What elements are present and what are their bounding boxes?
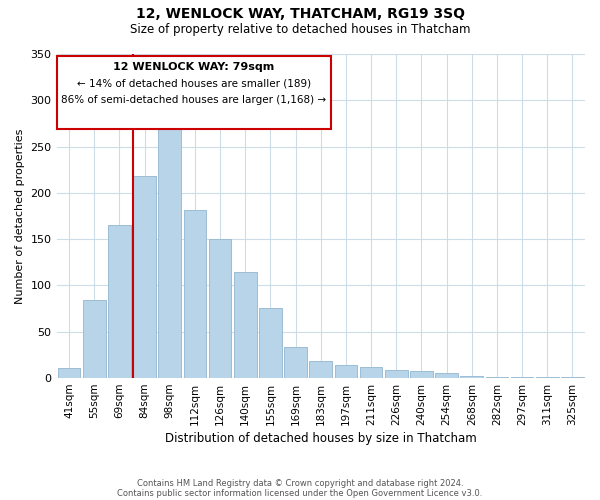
Bar [460,376,483,378]
FancyBboxPatch shape [56,56,331,128]
Text: Contains public sector information licensed under the Open Government Licence v3: Contains public sector information licen… [118,488,482,498]
Bar [83,300,106,378]
Bar [259,308,282,378]
Bar [184,210,206,378]
Text: Contains HM Land Registry data © Crown copyright and database right 2024.: Contains HM Land Registry data © Crown c… [137,478,463,488]
Bar [335,365,357,378]
Bar [410,370,433,378]
Bar [108,226,131,378]
Bar [158,112,181,378]
Text: 12, WENLOCK WAY, THATCHAM, RG19 3SQ: 12, WENLOCK WAY, THATCHAM, RG19 3SQ [136,8,464,22]
Y-axis label: Number of detached properties: Number of detached properties [15,128,25,304]
Bar [385,370,407,378]
Bar [435,374,458,378]
Text: ← 14% of detached houses are smaller (189): ← 14% of detached houses are smaller (18… [77,78,311,88]
Text: 86% of semi-detached houses are larger (1,168) →: 86% of semi-detached houses are larger (… [61,94,326,104]
Bar [133,176,156,378]
Bar [485,377,508,378]
Bar [511,377,533,378]
Bar [284,346,307,378]
Text: 12 WENLOCK WAY: 79sqm: 12 WENLOCK WAY: 79sqm [113,62,275,72]
X-axis label: Distribution of detached houses by size in Thatcham: Distribution of detached houses by size … [165,432,476,445]
Bar [209,239,232,378]
Bar [561,377,584,378]
Bar [234,272,257,378]
Bar [310,362,332,378]
Bar [536,377,559,378]
Bar [58,368,80,378]
Bar [360,367,382,378]
Text: Size of property relative to detached houses in Thatcham: Size of property relative to detached ho… [130,22,470,36]
